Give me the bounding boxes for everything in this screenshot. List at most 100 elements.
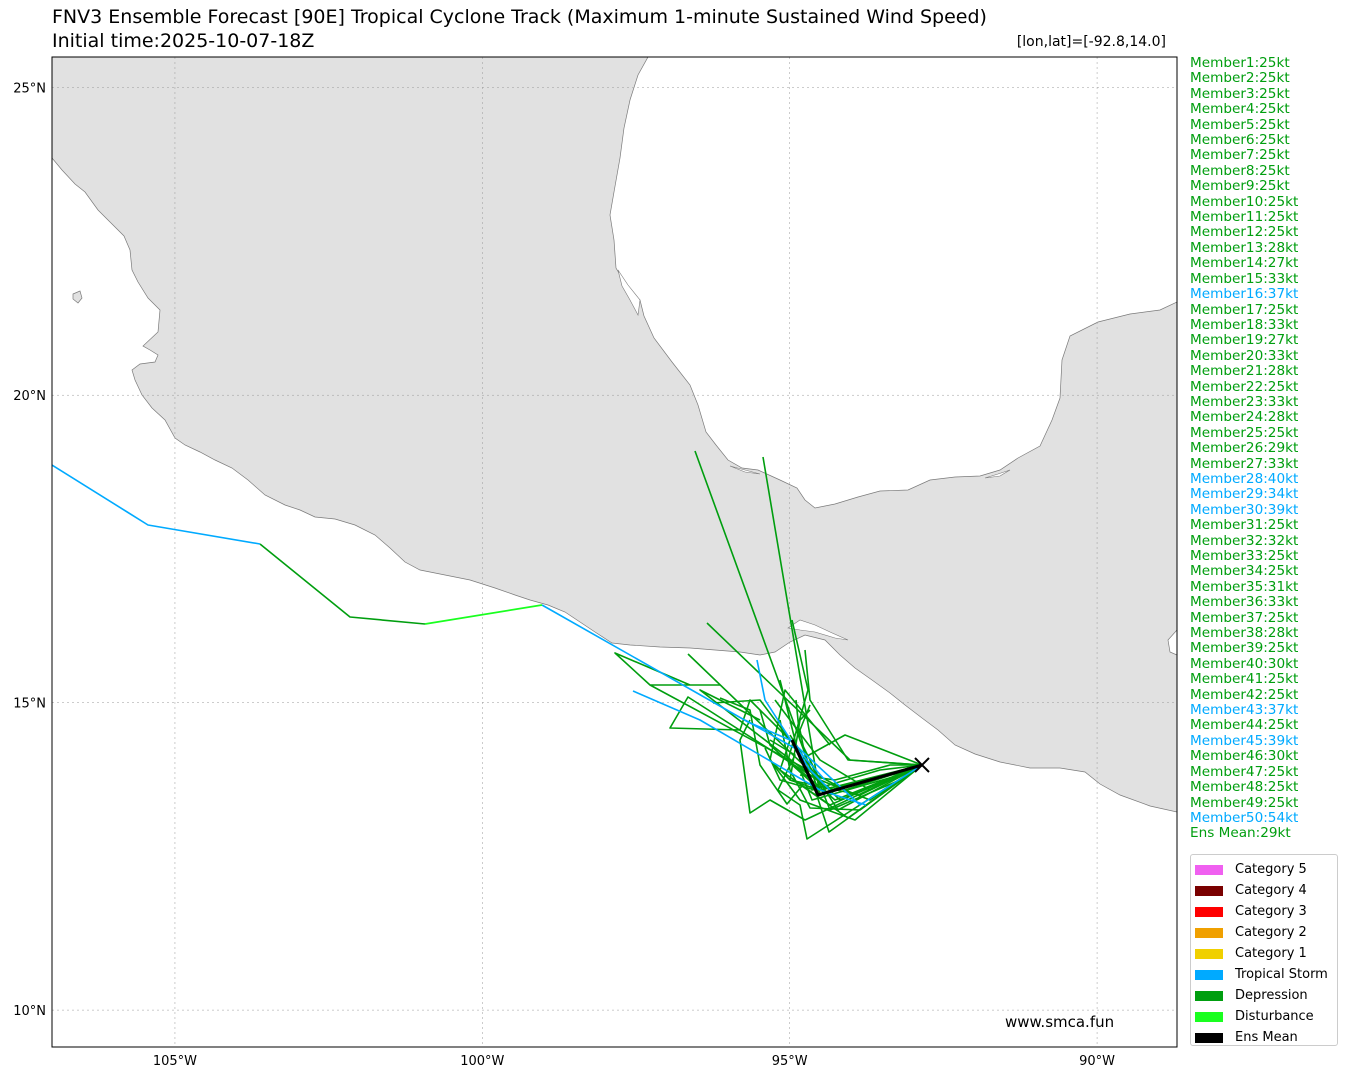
member-intensity-label: Member34:25kt [1190,563,1299,580]
member-intensity-label: Member5:25kt [1190,116,1290,133]
member-track [756,659,831,791]
member-intensity-label: Member47:25kt [1190,763,1299,780]
y-tick-label: 25°N [13,82,46,97]
site-credit: www.smca.fun [1005,1013,1115,1031]
member-track [769,759,923,796]
yucatan-lagoon [729,465,1011,479]
legend-swatch [1195,864,1223,875]
member-track [739,719,923,821]
legend-label: Category 3 [1235,904,1307,919]
member-track [259,543,426,625]
legend-item: Disturbance [1195,1006,1337,1027]
member-intensity-label: Member10:25kt [1190,193,1299,210]
member-intensity-label: Member12:25kt [1190,224,1299,241]
legend-swatch [1195,906,1223,917]
legend-swatch [1195,969,1223,980]
member-track [424,604,543,625]
member-intensity-list: Member1:25kt Member2:25kt Member3:25kt Memb… [1190,55,1299,842]
category-legend: Category 5 Category 4 Category 3 Category 2… [1190,854,1338,1046]
member-intensity-label: Member3:25kt [1190,85,1290,102]
member-track [632,690,867,806]
legend-label: Category 5 [1235,862,1307,877]
initial-position-marker [914,757,930,773]
member-intensity-label: Member13:28kt [1190,239,1299,256]
member-intensity-label: Member31:25kt [1190,517,1299,534]
member-intensity-label: Member14:27kt [1190,255,1299,272]
legend-label: Depression [1235,988,1308,1003]
axis-ticks: 105°W 100°W 95°W 90°W 25°N 20°N 15°N 10°N [13,82,1115,1069]
legend-swatch [1195,927,1223,938]
x-tick-label: 100°W [460,1054,504,1069]
coordinate-readout: [lon,lat]=[-92.8,14.0] [1016,34,1166,50]
gulf-lagoon [617,269,641,316]
south-lagoon [787,619,849,641]
member-track [804,649,923,766]
y-tick-label: 15°N [13,697,46,712]
member-intensity-label: Member44:25kt [1190,717,1299,734]
legend-item: Category 2 [1195,922,1337,943]
ens-mean-track [790,739,923,797]
member-intensity-label: Member32:32kt [1190,532,1299,549]
member-intensity-label: Member7:25kt [1190,147,1290,164]
member-track [769,689,923,821]
y-tick-label: 10°N [13,1004,46,1019]
member-intensity-label: Member35:31kt [1190,578,1299,595]
member-track [52,464,261,545]
member-intensity-label: Member26:29kt [1190,440,1299,457]
member-intensity-label: Member8:25kt [1190,162,1290,179]
member-intensity-label: Member36:33kt [1190,594,1299,611]
member-intensity-label: Member24:28kt [1190,409,1299,426]
member-intensity-label: Member42:25kt [1190,686,1299,703]
legend-item: Category 3 [1195,901,1337,922]
chart-title: FNV3 Ensemble Forecast [90E] Tropical Cy… [52,6,987,28]
x-tick-label: 90°W [1079,1054,1115,1069]
member-intensity-label: Member41:25kt [1190,671,1299,688]
member-intensity-label: Member30:39kt [1190,501,1299,518]
member-intensity-label: Member29:34kt [1190,486,1299,503]
member-intensity-label: Member27:33kt [1190,455,1299,472]
member-intensity-label: Member45:39kt [1190,732,1299,749]
legend-label: Ens Mean [1235,1030,1298,1045]
member-intensity-label: Member19:27kt [1190,332,1299,349]
legend-item: Ens Mean [1195,1027,1337,1048]
member-intensity-label: Member9:25kt [1190,178,1290,195]
member-intensity-label: Member37:25kt [1190,609,1299,626]
map-frame [51,56,1178,1048]
legend-swatch [1195,1011,1223,1022]
legend-item: Depression [1195,985,1337,1006]
baja-island [72,290,83,304]
legend-swatch [1195,990,1223,1001]
member-intensity-label: Member40:30kt [1190,655,1299,672]
member-intensity-label: Member1:25kt [1190,55,1290,71]
legend-item: Category 5 [1195,859,1337,880]
legend-item: Tropical Storm [1195,964,1337,985]
member-intensity-label: Member25:25kt [1190,424,1299,441]
member-intensity-label: Member28:40kt [1190,470,1299,487]
legend-item: Category 4 [1195,880,1337,901]
member-intensity-label: Member50:54kt [1190,809,1299,826]
graticule [52,57,1177,1047]
legend-swatch [1195,885,1223,896]
forecast-tracks [52,450,930,840]
member-intensity-label: Member22:25kt [1190,378,1299,395]
member-intensity-label: Member21:28kt [1190,363,1299,380]
member-intensity-label: Member48:25kt [1190,779,1299,796]
member-intensity-label: Member4:25kt [1190,101,1290,118]
member-intensity-label: Ens Mean:29kt [1190,825,1291,842]
legend-label: Tropical Storm [1235,967,1328,982]
member-track [799,704,923,791]
member-track [799,764,923,801]
member-intensity-label: Member20:33kt [1190,347,1299,364]
y-tick-label: 20°N [13,389,46,404]
x-tick-label: 105°W [153,1054,197,1069]
member-intensity-label: Member15:33kt [1190,270,1299,287]
legend-swatch [1195,1032,1223,1043]
member-intensity-label: Member18:33kt [1190,316,1299,333]
initial-time: Initial time:2025-10-07-18Z [52,30,315,52]
member-intensity-label: Member6:25kt [1190,132,1290,149]
member-track [769,739,923,840]
legend-swatch [1195,948,1223,959]
member-intensity-label: Member39:25kt [1190,640,1299,657]
member-intensity-label: Member16:37kt [1190,286,1299,303]
